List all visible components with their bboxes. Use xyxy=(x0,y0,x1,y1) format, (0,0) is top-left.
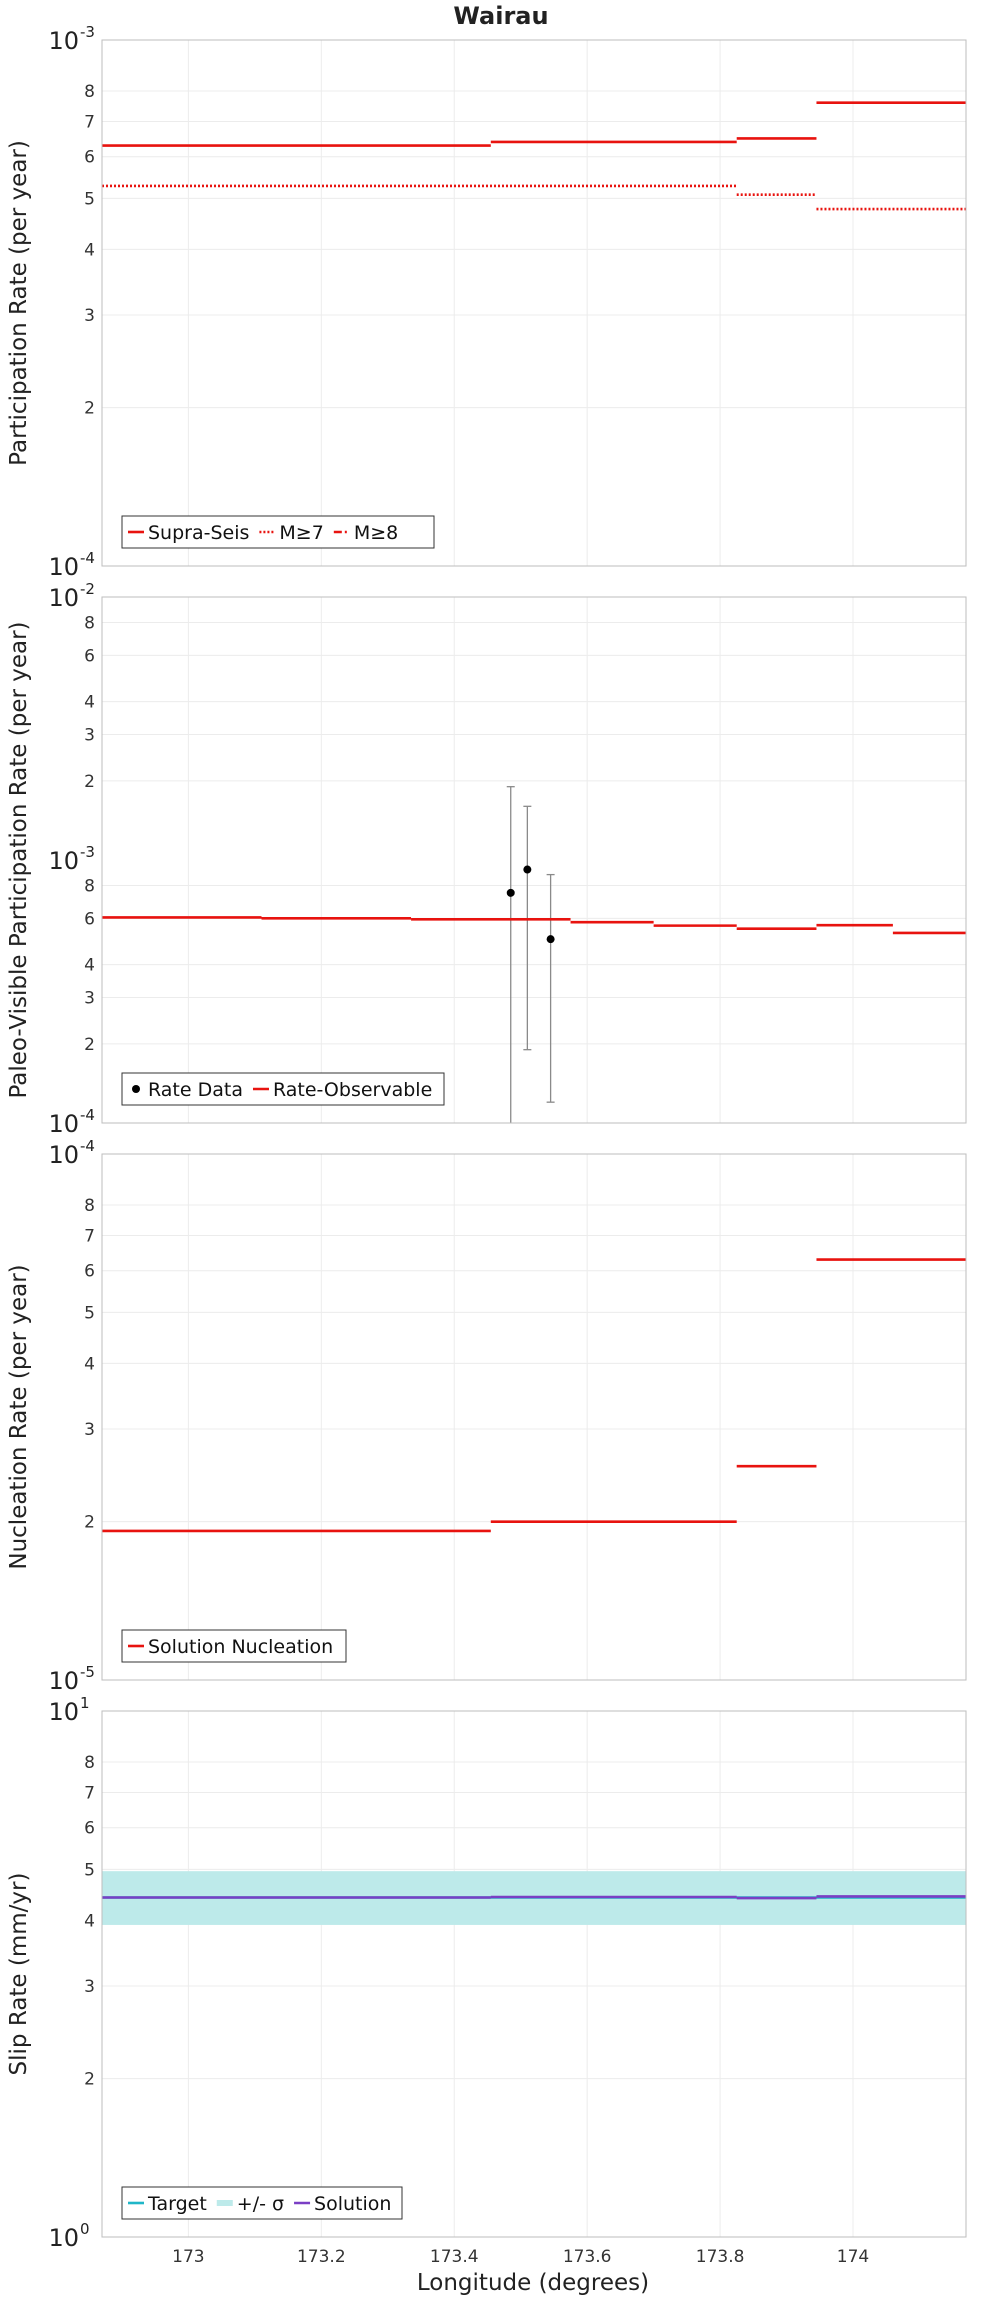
y-decade-label: 10 xyxy=(48,553,79,581)
legend: Rate Data Rate-Observable xyxy=(121,1072,445,1106)
y-tick-label: 7 xyxy=(84,112,95,132)
y-axis-label: Paleo-Visible Participation Rate (per ye… xyxy=(6,621,32,1098)
y-axis-label: Slip Rate (mm/yr) xyxy=(6,1873,32,2076)
legend: Solution Nucleation xyxy=(121,1629,347,1663)
rate-data-point xyxy=(506,888,515,897)
y-tick-label: 8 xyxy=(84,82,95,102)
legend-entry-label: M≥8 xyxy=(354,522,398,544)
legend-entry-label: +/- σ xyxy=(237,2193,284,2215)
y-tick-label: 7 xyxy=(84,1226,95,1246)
plot-frame xyxy=(101,596,967,1124)
legend-box xyxy=(121,515,435,549)
legend: Target +/- σ Solution xyxy=(121,2186,403,2220)
y-decade-label: 10 xyxy=(48,1667,79,1695)
y-tick-label: 6 xyxy=(84,646,95,666)
legend-box xyxy=(121,1072,445,1106)
y-decade-exponent: -2 xyxy=(80,580,95,598)
y-decade-label: 10 xyxy=(48,1110,79,1138)
y-tick-label: 3 xyxy=(84,1420,95,1440)
y-tick-label: 5 xyxy=(84,189,95,209)
y-decade-exponent: -4 xyxy=(80,1106,95,1124)
legend-box xyxy=(121,2186,403,2220)
plot-frame xyxy=(101,1710,967,2238)
y-tick-label: 6 xyxy=(84,909,95,929)
y-decade-exponent: -3 xyxy=(80,23,95,41)
y-tick-label: 2 xyxy=(84,399,95,419)
y-tick-label: 2 xyxy=(84,1513,95,1533)
x-axis-label: Longitude (degrees) xyxy=(417,2270,649,2296)
y-axis-label: Participation Rate (per year) xyxy=(6,140,32,466)
y-tick-label: 5 xyxy=(84,1303,95,1323)
y-decade-exponent: 0 xyxy=(80,2220,90,2238)
y-tick-label: 6 xyxy=(84,148,95,168)
legend-entry-label: Solution Nucleation xyxy=(148,1636,333,1658)
y-decade-exponent: -5 xyxy=(80,1663,95,1681)
legend: Supra-Seis M≥7 M≥8 xyxy=(121,515,435,549)
rate-data-point xyxy=(546,935,555,944)
y-decade-label: 10 xyxy=(48,2224,79,2252)
y-tick-label: 5 xyxy=(84,1860,95,1880)
y-decade-label: 10 xyxy=(48,1141,79,1169)
y-tick-label: 4 xyxy=(84,956,95,976)
y-tick-label: 2 xyxy=(84,1035,95,1055)
x-tick-label: 174 xyxy=(837,2247,869,2267)
rate-data-point xyxy=(523,865,532,874)
y-tick-label: 3 xyxy=(84,726,95,746)
y-tick-label: 8 xyxy=(84,1196,95,1216)
y-decade-label: 10 xyxy=(48,847,79,875)
figure-title: Wairau xyxy=(453,2,548,30)
y-tick-label: 2 xyxy=(84,2070,95,2090)
legend-entry-label: M≥7 xyxy=(279,522,323,544)
legend-entry-label: Supra-Seis xyxy=(148,522,249,544)
y-decade-label: 10 xyxy=(48,27,79,55)
legend-swatch xyxy=(132,1085,140,1093)
y-tick-label: 7 xyxy=(84,1783,95,1803)
y-tick-label: 8 xyxy=(84,613,95,633)
legend-swatch xyxy=(216,2200,233,2206)
y-decade-label: 10 xyxy=(48,584,79,612)
y-decade-exponent: -3 xyxy=(80,843,95,861)
y-tick-label: 8 xyxy=(84,1753,95,1773)
y-tick-label: 6 xyxy=(84,1819,95,1839)
y-tick-label: 2 xyxy=(84,772,95,792)
y-axis-label: Nucleation Rate (per year) xyxy=(6,1264,32,1569)
y-decade-exponent: 1 xyxy=(80,1694,90,1712)
y-decade-exponent: -4 xyxy=(80,1137,95,1155)
legend-entry-label: Solution xyxy=(314,2193,391,2215)
y-tick-label: 3 xyxy=(84,306,95,326)
plot-frame xyxy=(101,39,967,567)
y-tick-label: 3 xyxy=(84,989,95,1009)
x-tick-label: 173.6 xyxy=(563,2247,612,2267)
y-tick-label: 6 xyxy=(84,1262,95,1282)
legend-entry-label: Rate Data xyxy=(148,1079,243,1101)
legend-entry-label: Rate-Observable xyxy=(273,1079,432,1101)
y-tick-label: 8 xyxy=(84,876,95,896)
plot-frame xyxy=(101,1153,967,1681)
y-tick-label: 3 xyxy=(84,1977,95,1997)
y-decade-label: 10 xyxy=(48,1698,79,1726)
x-tick-label: 173.4 xyxy=(430,2247,479,2267)
x-tick-label: 173.2 xyxy=(297,2247,346,2267)
y-tick-label: 4 xyxy=(84,240,95,260)
y-tick-label: 4 xyxy=(84,1911,95,1931)
x-tick-label: 173.8 xyxy=(696,2247,745,2267)
legend-entry-label: Target xyxy=(147,2193,207,2215)
y-decade-exponent: -4 xyxy=(80,549,95,567)
y-tick-label: 4 xyxy=(84,693,95,713)
x-tick-label: 173 xyxy=(172,2247,204,2267)
y-tick-label: 4 xyxy=(84,1354,95,1374)
legend-box xyxy=(121,1629,347,1663)
